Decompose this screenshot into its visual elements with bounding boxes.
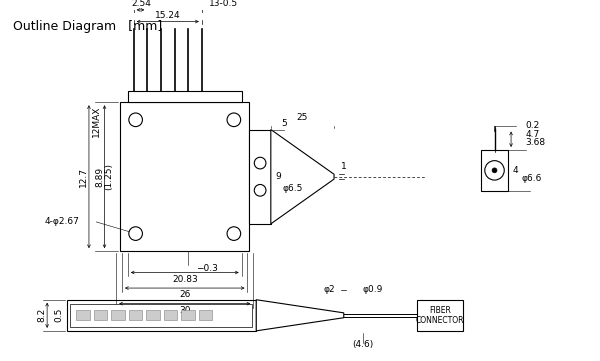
- Bar: [164, 310, 178, 320]
- Polygon shape: [256, 300, 344, 331]
- Text: 4.7: 4.7: [526, 130, 540, 139]
- Text: Outline Diagram   [mm]: Outline Diagram [mm]: [13, 19, 163, 32]
- Bar: [67, 300, 256, 331]
- Bar: [70, 304, 253, 327]
- Text: FIBER
CONNECTOR: FIBER CONNECTOR: [416, 306, 464, 325]
- Text: 3.68: 3.68: [526, 138, 546, 147]
- Text: 8.89: 8.89: [95, 167, 104, 187]
- Bar: [129, 310, 142, 320]
- Text: φ0.9: φ0.9: [363, 286, 383, 295]
- Bar: [94, 310, 107, 320]
- Circle shape: [129, 113, 142, 127]
- Circle shape: [254, 157, 266, 169]
- Bar: [250, 130, 271, 224]
- Text: 12MAX: 12MAX: [92, 106, 101, 138]
- Text: 4-φ2.67: 4-φ2.67: [44, 217, 79, 226]
- Text: 9: 9: [275, 172, 281, 181]
- Text: 1: 1: [341, 162, 347, 171]
- Circle shape: [254, 184, 266, 196]
- Text: (1.25): (1.25): [104, 163, 113, 190]
- Text: 0.2: 0.2: [526, 121, 540, 130]
- Bar: [146, 310, 160, 320]
- Text: 13-0.5: 13-0.5: [209, 0, 238, 8]
- Bar: [417, 300, 463, 331]
- Bar: [128, 91, 242, 102]
- Circle shape: [227, 113, 241, 127]
- Text: 4: 4: [513, 166, 518, 175]
- Bar: [199, 310, 212, 320]
- Bar: [112, 310, 125, 320]
- Text: −0.3: −0.3: [196, 264, 218, 273]
- Text: 30: 30: [179, 306, 190, 315]
- Text: 15.24: 15.24: [155, 11, 181, 20]
- Text: φ2: φ2: [323, 286, 335, 295]
- Text: 2.54: 2.54: [132, 0, 152, 8]
- Text: 12.7: 12.7: [79, 167, 88, 187]
- Circle shape: [492, 168, 497, 173]
- Text: 8.2: 8.2: [38, 308, 47, 322]
- Text: φ6.5: φ6.5: [283, 184, 303, 193]
- Bar: [481, 150, 508, 191]
- Text: 26: 26: [179, 290, 190, 299]
- Bar: [76, 310, 90, 320]
- Bar: [181, 310, 195, 320]
- Text: 20.83: 20.83: [172, 275, 197, 284]
- Circle shape: [227, 227, 241, 240]
- Text: (4.6): (4.6): [353, 340, 374, 349]
- Polygon shape: [271, 130, 334, 224]
- Circle shape: [485, 161, 504, 180]
- Text: 25: 25: [297, 113, 308, 122]
- Text: 5: 5: [281, 119, 287, 128]
- Bar: [120, 102, 250, 251]
- Text: φ6.6: φ6.6: [522, 174, 542, 183]
- Circle shape: [129, 227, 142, 240]
- Text: 0.5: 0.5: [54, 308, 63, 322]
